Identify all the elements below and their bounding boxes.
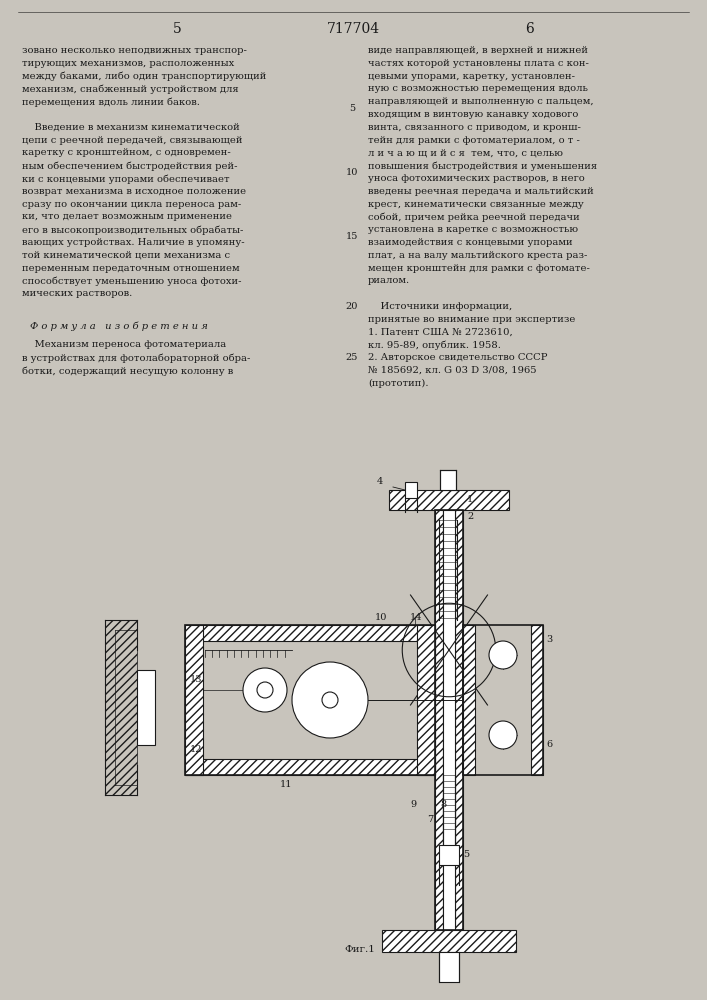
Text: 9: 9 <box>410 800 416 809</box>
Bar <box>417 625 435 775</box>
Bar <box>405 482 417 498</box>
Text: 10: 10 <box>346 168 358 177</box>
Bar <box>137 670 155 745</box>
Text: между баками, либо один транспортирующий: между баками, либо один транспортирующий <box>22 72 267 81</box>
Bar <box>439 845 459 865</box>
Bar <box>105 620 137 795</box>
Text: 10: 10 <box>375 613 387 622</box>
Text: переменным передаточным отношением: переменным передаточным отношением <box>22 264 240 273</box>
Text: частях которой установлены плата с кон-: частях которой установлены плата с кон- <box>368 59 589 68</box>
Bar <box>435 510 463 930</box>
Text: кл. 95-89, опублик. 1958.: кл. 95-89, опублик. 1958. <box>368 340 501 350</box>
Text: (прототип).: (прототип). <box>368 379 428 388</box>
Text: 12: 12 <box>190 745 202 754</box>
Text: 14: 14 <box>410 613 423 622</box>
Text: цевыми упорами, каретку, установлен-: цевыми упорами, каретку, установлен- <box>368 72 575 81</box>
Text: 25: 25 <box>346 353 358 362</box>
Text: 5: 5 <box>173 22 182 36</box>
Text: вающих устройствах. Наличие в упомяну-: вающих устройствах. Наличие в упомяну- <box>22 238 245 247</box>
Text: 8: 8 <box>440 800 446 809</box>
Text: № 185692, кл. G 03 D 3/08, 1965: № 185692, кл. G 03 D 3/08, 1965 <box>368 366 537 375</box>
Text: 717704: 717704 <box>327 22 380 36</box>
Text: л и ч а ю щ и й с я  тем, что, с целью: л и ч а ю щ и й с я тем, что, с целью <box>368 148 563 157</box>
Text: входящим в винтовую канавку ходового: входящим в винтовую канавку ходового <box>368 110 578 119</box>
Text: плат, а на валу мальтийского креста раз-: плат, а на валу мальтийского креста раз- <box>368 251 588 260</box>
Text: возврат механизма в исходное положение: возврат механизма в исходное положение <box>22 187 246 196</box>
Text: 5: 5 <box>463 850 469 859</box>
Text: 2: 2 <box>467 512 473 521</box>
Text: 7: 7 <box>427 815 433 824</box>
Text: 11: 11 <box>280 780 293 789</box>
Text: мещен кронштейн для рамки с фотомате-: мещен кронштейн для рамки с фотомате- <box>368 264 590 273</box>
Bar <box>531 625 543 775</box>
Text: повышения быстродействия и уменьшения: повышения быстродействия и уменьшения <box>368 161 597 171</box>
Bar <box>463 625 543 775</box>
Text: тейн для рамки с фотоматериалом, о т -: тейн для рамки с фотоматериалом, о т - <box>368 136 580 145</box>
Text: той кинематической цепи механизма с: той кинематической цепи механизма с <box>22 251 230 260</box>
Bar <box>455 510 463 930</box>
Text: собой, причем рейка реечной передачи: собой, причем рейка реечной передачи <box>368 212 580 222</box>
Text: 5: 5 <box>349 104 355 113</box>
Text: 1: 1 <box>467 495 473 504</box>
Text: направляющей и выполненную с пальцем,: направляющей и выполненную с пальцем, <box>368 97 594 106</box>
Text: 20: 20 <box>346 302 358 311</box>
Bar <box>315 685 345 715</box>
Text: винта, связанного с приводом, и кронш-: винта, связанного с приводом, и кронш- <box>368 123 581 132</box>
Bar <box>435 510 443 930</box>
Text: ным обеспечением быстродействия рей-: ным обеспечением быстродействия рей- <box>22 161 238 171</box>
Text: Источники информации,: Источники информации, <box>368 302 513 311</box>
Circle shape <box>489 721 517 749</box>
Bar <box>443 510 455 930</box>
Text: механизм, снабженный устройством для: механизм, снабженный устройством для <box>22 84 239 94</box>
Text: в устройствах для фотолабораторной обра-: в устройствах для фотолабораторной обра- <box>22 353 250 363</box>
Bar <box>382 930 516 952</box>
Text: 15: 15 <box>346 232 358 241</box>
Text: 13: 13 <box>190 675 202 684</box>
Text: мических растворов.: мических растворов. <box>22 289 132 298</box>
Text: тирующих механизмов, расположенных: тирующих механизмов, расположенных <box>22 59 234 68</box>
Bar <box>185 625 435 641</box>
Text: цепи с реечной передачей, связывающей: цепи с реечной передачей, связывающей <box>22 136 243 145</box>
Circle shape <box>257 682 273 698</box>
Text: 6: 6 <box>546 740 552 749</box>
Text: 1. Патент США № 2723610,: 1. Патент США № 2723610, <box>368 328 513 337</box>
Bar <box>185 625 203 775</box>
Text: крест, кинематически связанные между: крест, кинематически связанные между <box>368 200 584 209</box>
Text: Введение в механизм кинематической: Введение в механизм кинематической <box>22 123 240 132</box>
Bar <box>185 759 435 775</box>
Circle shape <box>292 662 368 738</box>
Text: 2. Авторское свидетельство СССР: 2. Авторское свидетельство СССР <box>368 353 547 362</box>
Bar <box>185 625 435 775</box>
Text: ную с возможностью перемещения вдоль: ную с возможностью перемещения вдоль <box>368 84 588 93</box>
Text: установлена в каретке с возможностью: установлена в каретке с возможностью <box>368 225 578 234</box>
Text: зовано несколько неподвижных транспор-: зовано несколько неподвижных транспор- <box>22 46 247 55</box>
Text: Ф о р м у л а   и з о б р е т е н и я: Ф о р м у л а и з о б р е т е н и я <box>30 321 208 331</box>
Text: 4: 4 <box>377 477 383 486</box>
Circle shape <box>489 641 517 669</box>
Text: 3: 3 <box>546 635 552 644</box>
Text: уноса фотохимических растворов, в него: уноса фотохимических растворов, в него <box>368 174 585 183</box>
Text: введены реечная передача и мальтийский: введены реечная передача и мальтийский <box>368 187 594 196</box>
Bar <box>439 952 459 982</box>
Text: риалом.: риалом. <box>368 276 410 285</box>
Text: его в высокопроизводительных обрабаты-: его в высокопроизводительных обрабаты- <box>22 225 243 235</box>
Bar <box>440 470 456 490</box>
Text: сразу по окончании цикла переноса рам-: сразу по окончании цикла переноса рам- <box>22 200 241 209</box>
Circle shape <box>243 668 287 712</box>
Bar <box>463 625 475 775</box>
Text: взаимодействия с концевыми упорами: взаимодействия с концевыми упорами <box>368 238 573 247</box>
Text: принятые во внимание при экспертизе: принятые во внимание при экспертизе <box>368 315 575 324</box>
Text: перемещения вдоль линии баков.: перемещения вдоль линии баков. <box>22 97 200 107</box>
Text: Фиг.1: Фиг.1 <box>344 945 375 954</box>
Text: ки с концевыми упорами обеспечивает: ки с концевыми упорами обеспечивает <box>22 174 230 184</box>
Text: способствует уменьшению уноса фотохи-: способствует уменьшению уноса фотохи- <box>22 276 242 286</box>
Text: 6: 6 <box>525 22 534 36</box>
Text: ки, что делает возможным применение: ки, что делает возможным применение <box>22 212 232 221</box>
Text: Механизм переноса фотоматериала: Механизм переноса фотоматериала <box>22 340 226 349</box>
Text: ботки, содержащий несущую колонну в: ботки, содержащий несущую колонну в <box>22 366 233 375</box>
Bar <box>389 490 509 510</box>
Text: каретку с кронштейном, с одновремен-: каретку с кронштейном, с одновремен- <box>22 148 230 157</box>
Circle shape <box>322 692 338 708</box>
Text: виде направляющей, в верхней и нижней: виде направляющей, в верхней и нижней <box>368 46 588 55</box>
